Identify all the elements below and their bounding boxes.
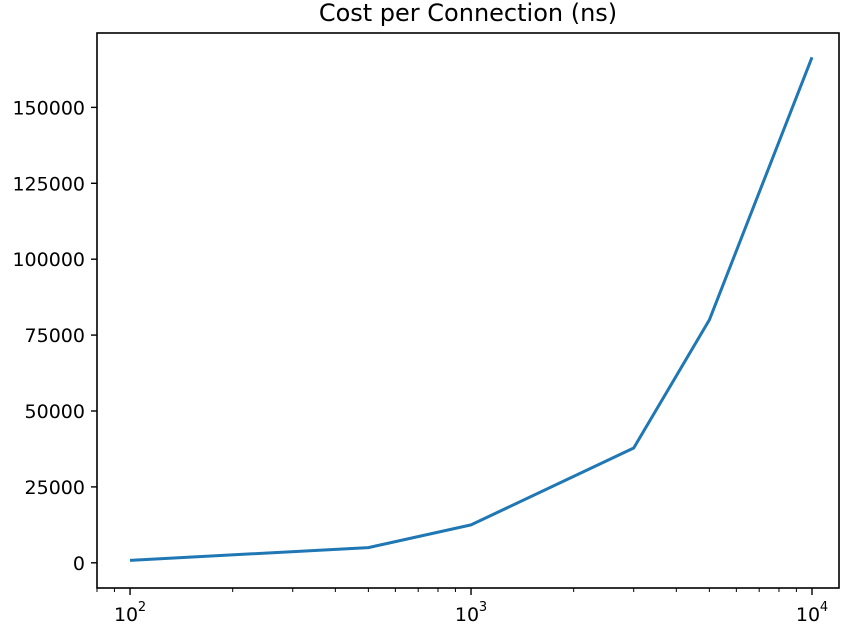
- x-tick-label-exponent: 4: [820, 600, 828, 615]
- y-tick-label: 150000: [12, 97, 85, 119]
- x-axis: 10 2 10 3 10 4: [96, 588, 828, 626]
- x-tick-label: 10: [114, 604, 138, 626]
- series-line-0: [129, 56, 814, 562]
- y-axis: 0 25000 50000 75000 100000 125000 150000: [12, 97, 97, 575]
- chart-title: Cost per Connection (ns): [319, 0, 617, 27]
- x-tick-label: 10: [796, 604, 820, 626]
- x-tick-label-exponent: 3: [479, 600, 487, 615]
- x-tick-label: 10: [455, 604, 479, 626]
- y-tick-label: 125000: [12, 173, 85, 195]
- y-tick-label: 75000: [25, 325, 85, 347]
- y-tick-label: 50000: [25, 401, 85, 423]
- plot-area: [129, 56, 814, 562]
- y-tick-label: 100000: [12, 249, 85, 271]
- y-tick-label: 0: [73, 553, 85, 575]
- plot-frame: [96, 32, 840, 589]
- y-tick-label: 25000: [25, 477, 85, 499]
- x-tick-label-exponent: 2: [138, 600, 146, 615]
